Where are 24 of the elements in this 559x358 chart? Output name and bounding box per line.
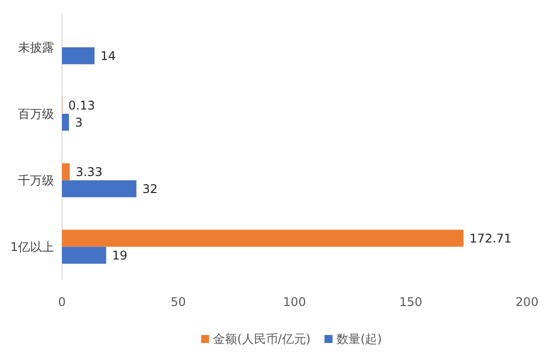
- legend-label: 数量(起): [336, 332, 382, 346]
- data-label: 172.71: [470, 231, 512, 246]
- data-label: 3: [74, 115, 83, 130]
- data-label: 19: [112, 248, 128, 262]
- data-label: 32: [142, 182, 158, 196]
- y-tick-label: 千万级: [18, 173, 54, 188]
- y-tick-label: 1亿以上: [10, 240, 54, 254]
- data-label: 14: [100, 48, 116, 63]
- legend-label: 金额(人民币/亿元): [213, 332, 311, 346]
- bar: [62, 163, 70, 180]
- bar: [62, 47, 95, 64]
- data-label: 3.33: [76, 164, 102, 179]
- bar: [62, 114, 69, 131]
- bar: [62, 180, 136, 198]
- y-tick-label: 百万级: [18, 106, 54, 121]
- y-tick-label: 未披露: [18, 40, 54, 54]
- x-tick-label: 0: [58, 295, 66, 309]
- x-tick-label: 150: [399, 295, 422, 309]
- x-tick-label: 50: [170, 295, 186, 309]
- bar: [62, 230, 464, 247]
- x-tick-label: 100: [283, 295, 306, 309]
- data-label: 0.13: [68, 98, 96, 112]
- x-tick-label: 200: [516, 295, 538, 309]
- bar: [62, 246, 106, 264]
